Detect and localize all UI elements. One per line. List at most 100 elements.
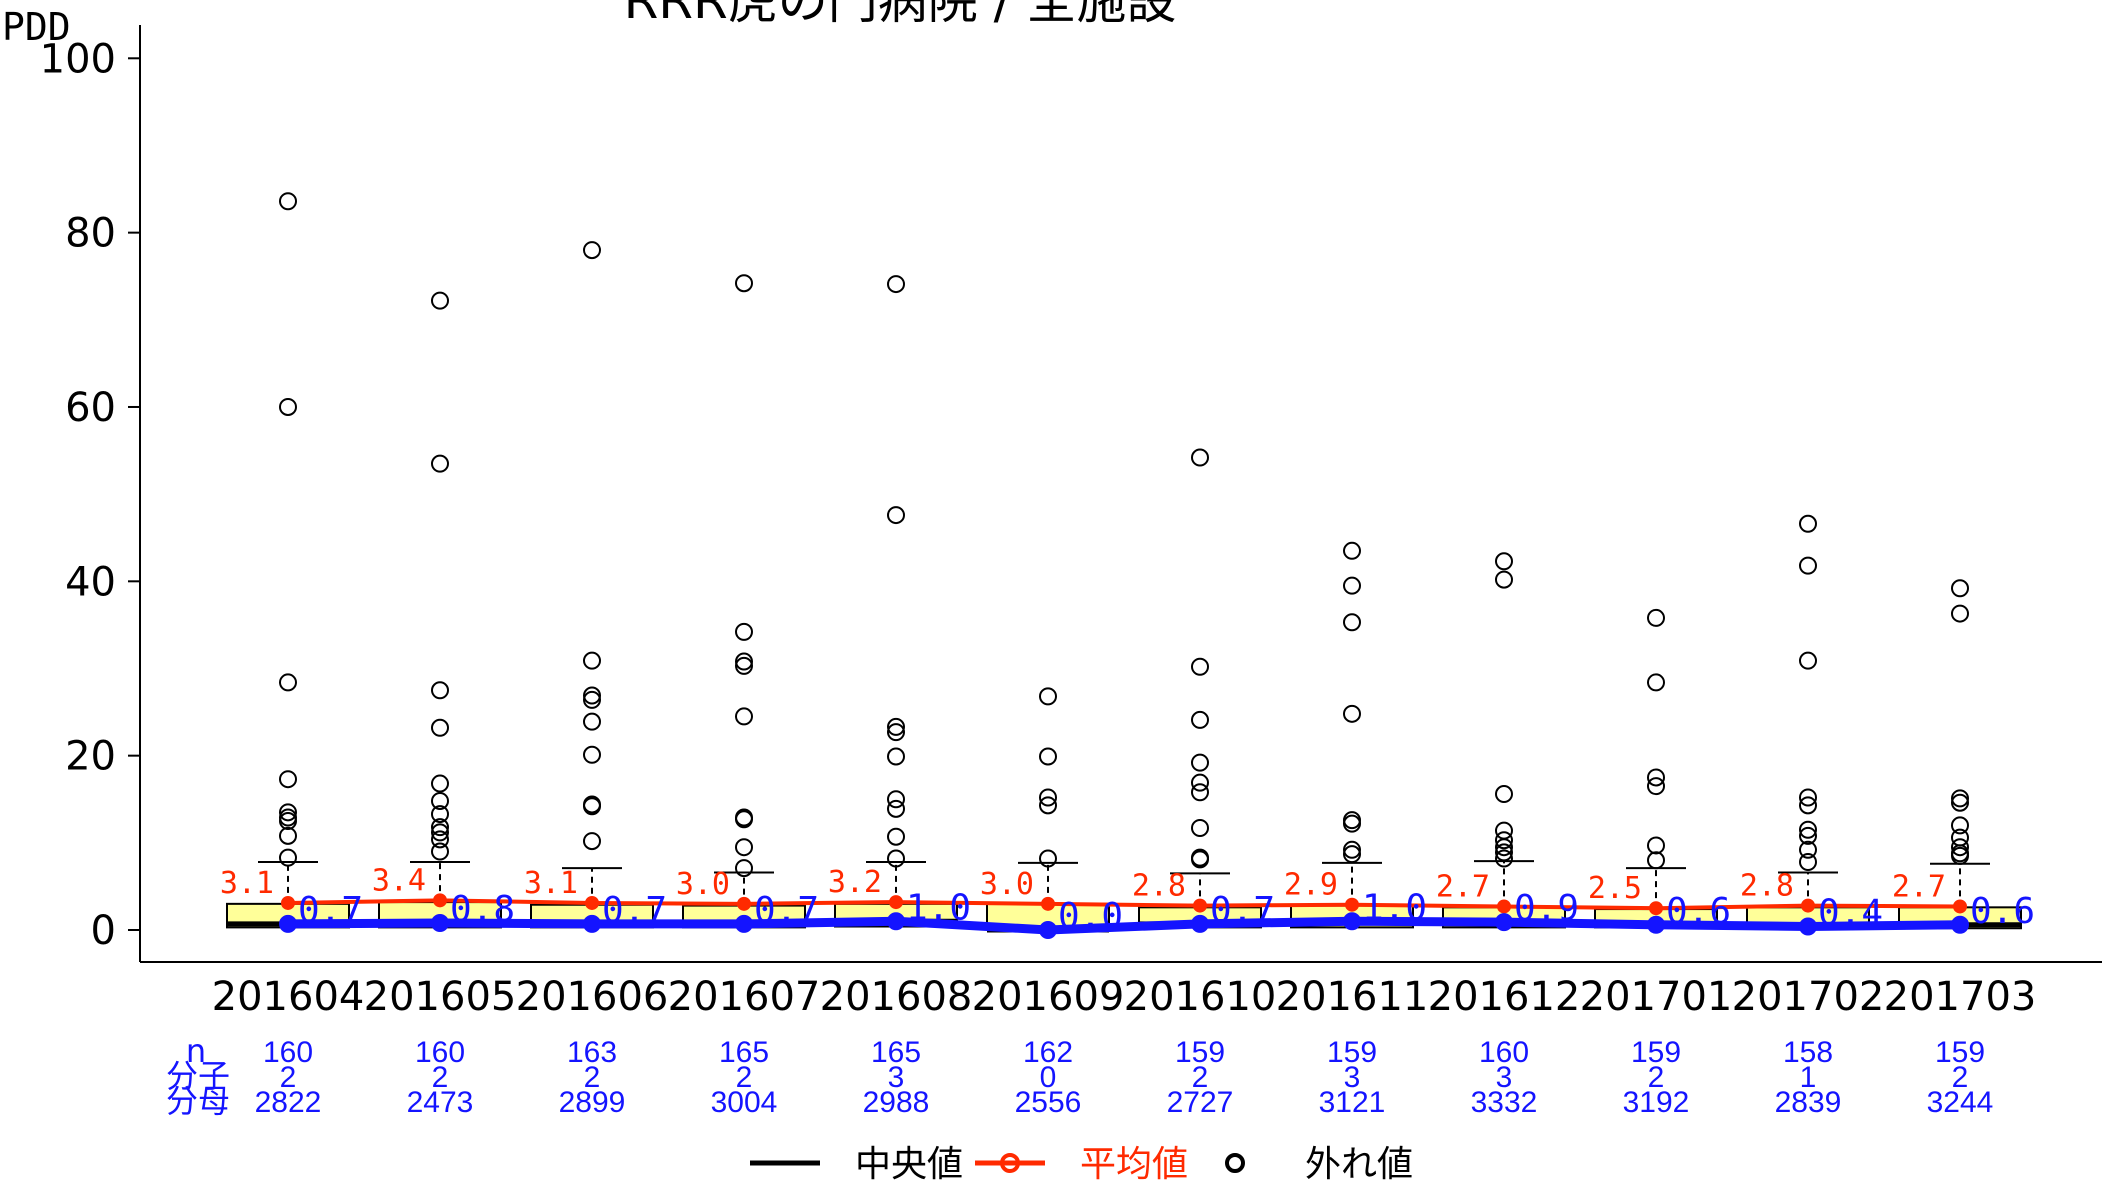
median-point bbox=[279, 914, 297, 933]
outlier-point bbox=[1039, 687, 1057, 706]
median-value-label: 0.7 bbox=[298, 890, 363, 931]
outlier-point bbox=[431, 774, 449, 793]
outlier-point bbox=[279, 848, 297, 867]
x-tick-labels: 201604 201605 201606 201607 201608 201609 2016… bbox=[212, 974, 2037, 1020]
outlier-point bbox=[431, 791, 449, 810]
stats-row-label: 分子 bbox=[166, 1057, 230, 1095]
x-tick-label: 201605 bbox=[364, 974, 517, 1020]
outlier-point bbox=[1343, 576, 1361, 595]
outlier-point bbox=[887, 849, 905, 868]
outlier-point bbox=[583, 712, 601, 731]
mean-value-label: 2.9 bbox=[1284, 868, 1338, 903]
mean-line bbox=[287, 898, 1961, 911]
mean-value-label: 2.5 bbox=[1588, 871, 1642, 906]
outlier-point bbox=[279, 397, 297, 416]
outlier-point bbox=[1647, 851, 1665, 870]
median-point bbox=[1039, 921, 1057, 939]
legend-mean-marker bbox=[1000, 1153, 1020, 1173]
outlier-point bbox=[1191, 773, 1209, 792]
median-point bbox=[1191, 914, 1209, 933]
stats-cell: 3 bbox=[1344, 1061, 1361, 1094]
stats-cell: 2 bbox=[432, 1061, 449, 1094]
outlier-point bbox=[1799, 826, 1817, 845]
outlier-point bbox=[735, 656, 753, 675]
stats-row-label: 分母 bbox=[166, 1082, 230, 1120]
outlier-point bbox=[1799, 853, 1817, 872]
median-point bbox=[1799, 917, 1817, 936]
stats-cell: 2839 bbox=[1775, 1086, 1842, 1119]
legend-median-label: 中央値 bbox=[855, 1144, 963, 1184]
outlier-point bbox=[1495, 831, 1513, 850]
outlier-point bbox=[887, 747, 905, 766]
x-tick-label: 201702 bbox=[1732, 974, 1885, 1020]
stats-cell: 0 bbox=[1040, 1061, 1057, 1094]
outlier-point bbox=[431, 718, 449, 737]
median-point bbox=[887, 912, 905, 931]
outlier-point bbox=[431, 823, 449, 842]
outlier-point bbox=[279, 192, 297, 211]
outlier-point bbox=[1495, 849, 1513, 868]
outlier-point bbox=[1951, 816, 1969, 835]
outlier-point bbox=[1343, 704, 1361, 723]
legend: 中央値 平均値 外れ値 bbox=[750, 1144, 1413, 1184]
stats-cell: 2822 bbox=[255, 1086, 322, 1119]
stats-cell: 158 bbox=[1783, 1036, 1833, 1069]
outlier-point bbox=[1951, 828, 1969, 847]
outlier-point bbox=[1191, 710, 1209, 729]
corner-label: PDD bbox=[2, 5, 71, 49]
stats-cell: 159 bbox=[1327, 1036, 1377, 1069]
outlier-point bbox=[1191, 783, 1209, 802]
median-value-label: 0.9 bbox=[1514, 888, 1579, 929]
stats-cell: 2473 bbox=[407, 1086, 474, 1119]
outlier-point bbox=[279, 826, 297, 845]
outlier-point bbox=[1647, 777, 1665, 796]
x-tick-label: 201606 bbox=[516, 974, 669, 1020]
outlier-point bbox=[431, 291, 449, 310]
median-point bbox=[431, 914, 449, 933]
x-tick-label: 201612 bbox=[1428, 974, 1581, 1020]
stats-cell: 1 bbox=[1800, 1061, 1817, 1094]
stats-cell: 2 bbox=[584, 1061, 601, 1094]
mean-value-label: 2.7 bbox=[1436, 869, 1490, 904]
outlier-point bbox=[1799, 514, 1817, 533]
outlier-point bbox=[735, 622, 753, 641]
stats-cell: 2 bbox=[1648, 1061, 1665, 1094]
outlier-point bbox=[431, 830, 449, 849]
outlier-point bbox=[887, 790, 905, 809]
x-tick-label: 201703 bbox=[1884, 974, 2037, 1020]
median-point bbox=[1647, 915, 1665, 934]
stats-cell: 3244 bbox=[1927, 1086, 1994, 1119]
median-value-label: 0.7 bbox=[1210, 890, 1275, 931]
stats-cell: 159 bbox=[1935, 1036, 1985, 1069]
outlier-point bbox=[583, 686, 601, 705]
stats-cell: 162 bbox=[1023, 1036, 1073, 1069]
outlier-point bbox=[1191, 819, 1209, 838]
outlier-point bbox=[1647, 608, 1665, 627]
outlier-point bbox=[1647, 836, 1665, 855]
median-point bbox=[1495, 913, 1513, 932]
outlier-point bbox=[431, 818, 449, 837]
median-value-label: 0.7 bbox=[602, 890, 667, 931]
y-tick-label: 100 bbox=[40, 36, 116, 82]
stats-cell: 159 bbox=[1175, 1036, 1225, 1069]
outlier-point bbox=[887, 723, 905, 742]
mean-value-label: 2.8 bbox=[1132, 869, 1186, 904]
outlier-point bbox=[1039, 796, 1057, 815]
stats-cell: 160 bbox=[415, 1036, 465, 1069]
outlier-point bbox=[1951, 846, 1969, 865]
outlier-point bbox=[1951, 579, 1969, 598]
median-value-label: 0.0 bbox=[1058, 896, 1123, 937]
outlier-point bbox=[1495, 821, 1513, 840]
outlier-point bbox=[1039, 747, 1057, 766]
stats-row-label: n bbox=[186, 1032, 206, 1070]
outlier-point bbox=[887, 717, 905, 736]
stats-cell: 165 bbox=[871, 1036, 921, 1069]
median-value-label: 0.4 bbox=[1818, 893, 1883, 934]
median-point bbox=[1343, 912, 1361, 931]
outlier-point bbox=[887, 799, 905, 818]
mean-value-label: 2.8 bbox=[1740, 869, 1794, 904]
outlier-point bbox=[735, 274, 753, 293]
outlier-point bbox=[1799, 556, 1817, 575]
chart-title: RRR虎の門病院 / 全施設 bbox=[624, 0, 1177, 30]
